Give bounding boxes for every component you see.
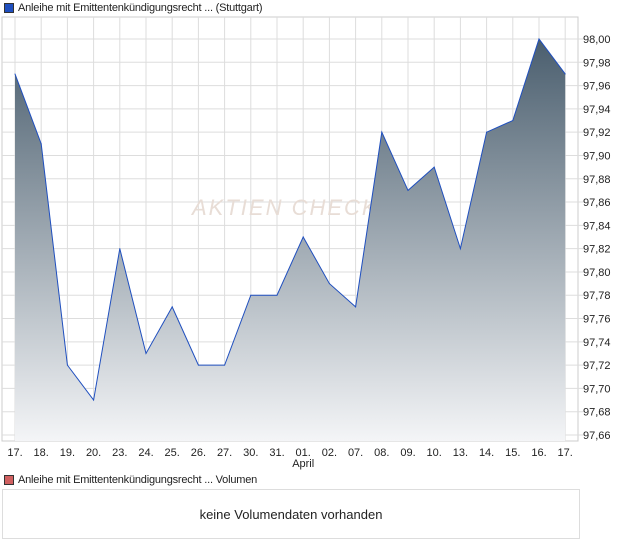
x-tick-label: 31. bbox=[269, 447, 284, 459]
data-point bbox=[93, 399, 95, 401]
watermark: AKTIEN CHECK bbox=[190, 195, 379, 220]
data-point bbox=[197, 364, 199, 366]
x-tick-label: 27. bbox=[217, 447, 232, 459]
volume-panel: keine Volumendaten vorhanden bbox=[2, 489, 580, 539]
price-legend-label: Anleihe mit Emittentenkündigungsrecht ..… bbox=[18, 2, 263, 14]
y-tick-label: 97,74 bbox=[583, 337, 611, 349]
data-point bbox=[328, 283, 330, 285]
y-tick-label: 97,76 bbox=[583, 314, 611, 326]
x-tick-label: 19. bbox=[60, 447, 75, 459]
y-tick-label: 97,84 bbox=[583, 220, 611, 232]
x-tick-label: 09. bbox=[400, 447, 415, 459]
data-point bbox=[538, 38, 540, 40]
x-tick-label: 17. bbox=[558, 447, 573, 459]
price-line bbox=[14, 37, 566, 402]
y-tick-label: 97,90 bbox=[583, 150, 611, 162]
y-tick-label: 97,68 bbox=[583, 407, 611, 419]
price-legend: Anleihe mit Emittentenkündigungsrecht ..… bbox=[4, 2, 263, 14]
y-tick-label: 97,92 bbox=[583, 127, 611, 139]
no-volume-message: keine Volumendaten vorhanden bbox=[199, 506, 383, 522]
x-tick-label: 25. bbox=[165, 447, 180, 459]
price-legend-marker bbox=[4, 3, 14, 13]
y-tick-label: 97,72 bbox=[583, 360, 611, 372]
x-tick-label: 23. bbox=[112, 447, 127, 459]
y-tick-label: 97,80 bbox=[583, 267, 611, 279]
data-point bbox=[276, 294, 278, 296]
x-tick-label: 01. bbox=[296, 447, 311, 459]
x-tick-label: 02. bbox=[322, 447, 337, 459]
y-tick-label: 97,82 bbox=[583, 244, 611, 256]
data-point bbox=[40, 143, 42, 145]
data-point bbox=[433, 166, 435, 168]
x-tick-label: 26. bbox=[191, 447, 206, 459]
data-point bbox=[381, 131, 383, 133]
data-point bbox=[486, 131, 488, 133]
data-point bbox=[407, 189, 409, 191]
volume-legend-marker bbox=[4, 475, 14, 485]
x-tick-label: 08. bbox=[374, 447, 389, 459]
x-tick-label: 30. bbox=[243, 447, 258, 459]
data-point bbox=[512, 120, 514, 122]
data-point bbox=[14, 73, 16, 75]
x-tick-label: 24. bbox=[138, 447, 153, 459]
price-chart: 98,00 97,98 97,96 97,94 97,92 97,90 97,88 97,86… bbox=[1, 16, 611, 470]
data-point bbox=[250, 294, 252, 296]
y-tick-label: 97,66 bbox=[583, 430, 611, 442]
y-tick-label: 97,98 bbox=[583, 57, 611, 69]
y-tick-label: 98,00 bbox=[583, 34, 611, 46]
y-tick-label: 97,78 bbox=[583, 290, 611, 302]
volume-legend: Anleihe mit Emittentenkündigungsrecht ..… bbox=[4, 474, 257, 486]
data-point bbox=[145, 352, 147, 354]
month-label: April bbox=[292, 458, 314, 470]
data-point bbox=[564, 73, 566, 75]
x-tick-label: 20. bbox=[86, 447, 101, 459]
y-tick-label: 97,96 bbox=[583, 81, 611, 93]
volume-legend-label: Anleihe mit Emittentenkündigungsrecht ..… bbox=[18, 474, 258, 486]
y-tick-label: 97,88 bbox=[583, 174, 611, 186]
x-tick-label: 13. bbox=[453, 447, 468, 459]
data-point bbox=[66, 364, 68, 366]
x-tick-label: 16. bbox=[531, 447, 546, 459]
y-tick-label: 97,86 bbox=[583, 197, 611, 209]
data-point bbox=[459, 248, 461, 250]
data-point bbox=[224, 364, 226, 366]
x-tick-label: 14. bbox=[479, 447, 494, 459]
x-tick-label: 18. bbox=[34, 447, 49, 459]
x-tick-label: 07. bbox=[348, 447, 363, 459]
data-point bbox=[302, 236, 304, 238]
data-point bbox=[355, 306, 357, 308]
x-tick-label: 10. bbox=[427, 447, 442, 459]
data-point bbox=[171, 306, 173, 308]
data-point bbox=[119, 248, 121, 250]
y-tick-label: 97,94 bbox=[583, 104, 611, 116]
y-tick-label: 97,70 bbox=[583, 383, 611, 395]
price-area bbox=[15, 39, 566, 441]
x-tick-label: 15. bbox=[505, 447, 520, 459]
x-tick-label: 17. bbox=[7, 447, 22, 459]
